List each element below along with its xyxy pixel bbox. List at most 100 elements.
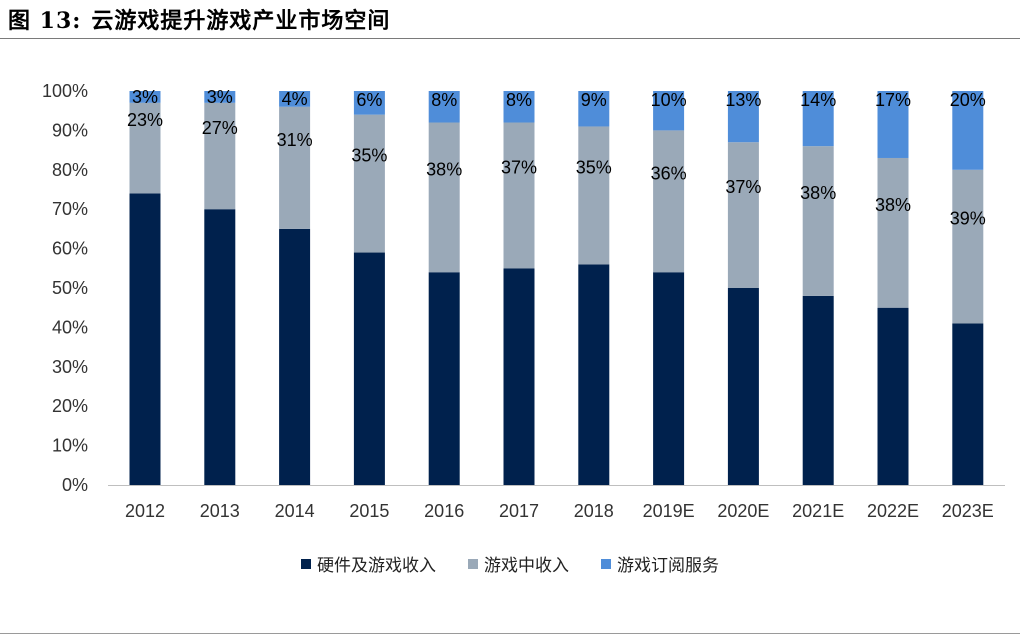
x-tick-label: 2023E [942,501,994,521]
legend-item-hardware: 硬件及游戏收入 [301,551,436,576]
bar-segment-in-game [204,102,236,210]
y-tick-label: 100% [42,81,88,101]
chart-legend: 硬件及游戏收入 游戏中收入 游戏订阅服务 [0,551,1020,576]
x-tick-label: 2021E [792,501,844,521]
data-label-group: 23% 3% 27% 3% 31% 4% 35% 6% 38% 8% 37% 8% 35% 9% 36% 10… [127,87,986,229]
bar-segment-subscription [727,91,759,143]
x-tick-label: 2014 [275,501,315,521]
bar-segment-hardware [877,307,909,485]
bar-segment-in-game [129,102,161,194]
legend-label-hardware: 硬件及游戏收入 [317,556,436,576]
legend-swatch-hardware [301,558,311,569]
bar-segment-hardware [503,268,535,485]
bar-segment-hardware [129,193,161,485]
bar-segment-hardware [428,272,460,485]
bar-segment-in-game [727,142,759,288]
y-tick-label: 50% [52,278,88,298]
data-label-subscription: 3% [207,87,233,107]
legend-swatch-subscription [601,558,611,569]
bar-segment-in-game [353,114,385,253]
data-label-subscription: 10% [651,90,687,110]
x-tick-label: 2016 [424,501,464,521]
y-tick-label: 40% [52,317,88,337]
data-label-in-game: 38% [426,159,462,179]
bar-segment-subscription [578,91,610,127]
y-tick-label: 20% [52,396,88,416]
y-tick-label: 10% [52,436,88,456]
data-label-in-game: 37% [725,177,761,197]
y-tick-label: 90% [52,120,88,140]
bar-segment-in-game [877,157,909,308]
legend-swatch-in-game [468,558,478,569]
data-label-subscription: 8% [431,90,457,110]
bar-segment-hardware [802,295,834,485]
bar-segment-subscription [952,91,984,170]
bar-segment-subscription [802,91,834,147]
bar-segment-in-game [952,169,984,324]
data-label-in-game: 27% [202,118,238,138]
data-label-subscription: 20% [950,90,986,110]
data-label-in-game: 38% [875,195,911,215]
bar-segment-subscription [428,91,460,123]
y-tick-label: 70% [52,199,88,219]
figure-title-text: 云游戏提升游戏产业市场空间 [91,8,391,34]
bar-segment-hardware [353,252,385,485]
y-tick-label: 80% [52,160,88,180]
x-tick-label: 2020E [717,501,769,521]
bar-segment-subscription [653,91,685,131]
x-tick-label: 2019E [643,501,695,521]
y-axis: 0% 10% 20% 30% 40% 50% 60% 70% 80% 90% 100% [42,81,88,495]
data-label-in-game: 36% [651,163,687,183]
data-label-subscription: 14% [800,90,836,110]
bar-segment-in-game [503,122,535,269]
bar-segment-in-game [802,146,834,296]
data-label-in-game: 35% [576,157,612,177]
x-axis: 2012 2013 2014 2015 2016 2017 2018 2019E 2020E 20… [125,501,994,521]
data-label-in-game: 31% [277,130,313,150]
data-label-subscription: 9% [581,90,607,110]
bar-segment-hardware [952,323,984,485]
data-label-subscription: 6% [356,90,382,110]
bar-segment-in-game [428,122,460,273]
figure-title: 图 13: 云游戏提升游戏产业市场空间 [8,2,390,36]
bar-segment-subscription [204,91,236,103]
data-label-subscription: 8% [506,90,532,110]
legend-label-subscription: 游戏订阅服务 [617,556,719,576]
bar-segment-hardware [279,228,311,485]
data-label-in-game: 39% [950,209,986,229]
y-tick-label: 60% [52,239,88,259]
y-tick-label: 0% [62,475,88,495]
data-label-subscription: 3% [132,87,158,107]
bar-segment-subscription [353,91,385,115]
figure-number: 图 13: [8,8,82,34]
bar-segment-hardware [578,264,610,485]
title-underline [0,38,1020,39]
bar-segment-in-game [578,126,610,265]
x-tick-label: 2015 [349,501,389,521]
bar-segment-subscription [279,91,311,107]
legend-item-in-game: 游戏中收入 [468,551,569,576]
data-label-in-game: 38% [800,183,836,203]
bar-segment-hardware [727,288,759,485]
x-tick-label: 2012 [125,501,165,521]
bar-segment-subscription [129,91,161,103]
legend-item-subscription: 游戏订阅服务 [601,551,719,576]
data-label-subscription: 13% [725,90,761,110]
bar-segment-subscription [503,91,535,123]
bottom-rule [0,633,1020,634]
data-label-in-game: 23% [127,110,163,130]
bar-segment-hardware [204,209,236,485]
x-tick-label: 2017 [499,501,539,521]
x-tick-label: 2022E [867,501,919,521]
bar-series-group [129,91,984,485]
bar-segment-in-game [653,130,685,273]
data-label-subscription: 17% [875,90,911,110]
legend-label-in-game: 游戏中收入 [484,556,569,576]
data-label-in-game: 37% [501,157,537,177]
bar-segment-hardware [653,272,685,485]
data-label-in-game: 35% [351,146,387,166]
bar-segment-in-game [279,106,311,229]
x-tick-label: 2018 [574,501,614,521]
y-tick-label: 30% [52,357,88,377]
